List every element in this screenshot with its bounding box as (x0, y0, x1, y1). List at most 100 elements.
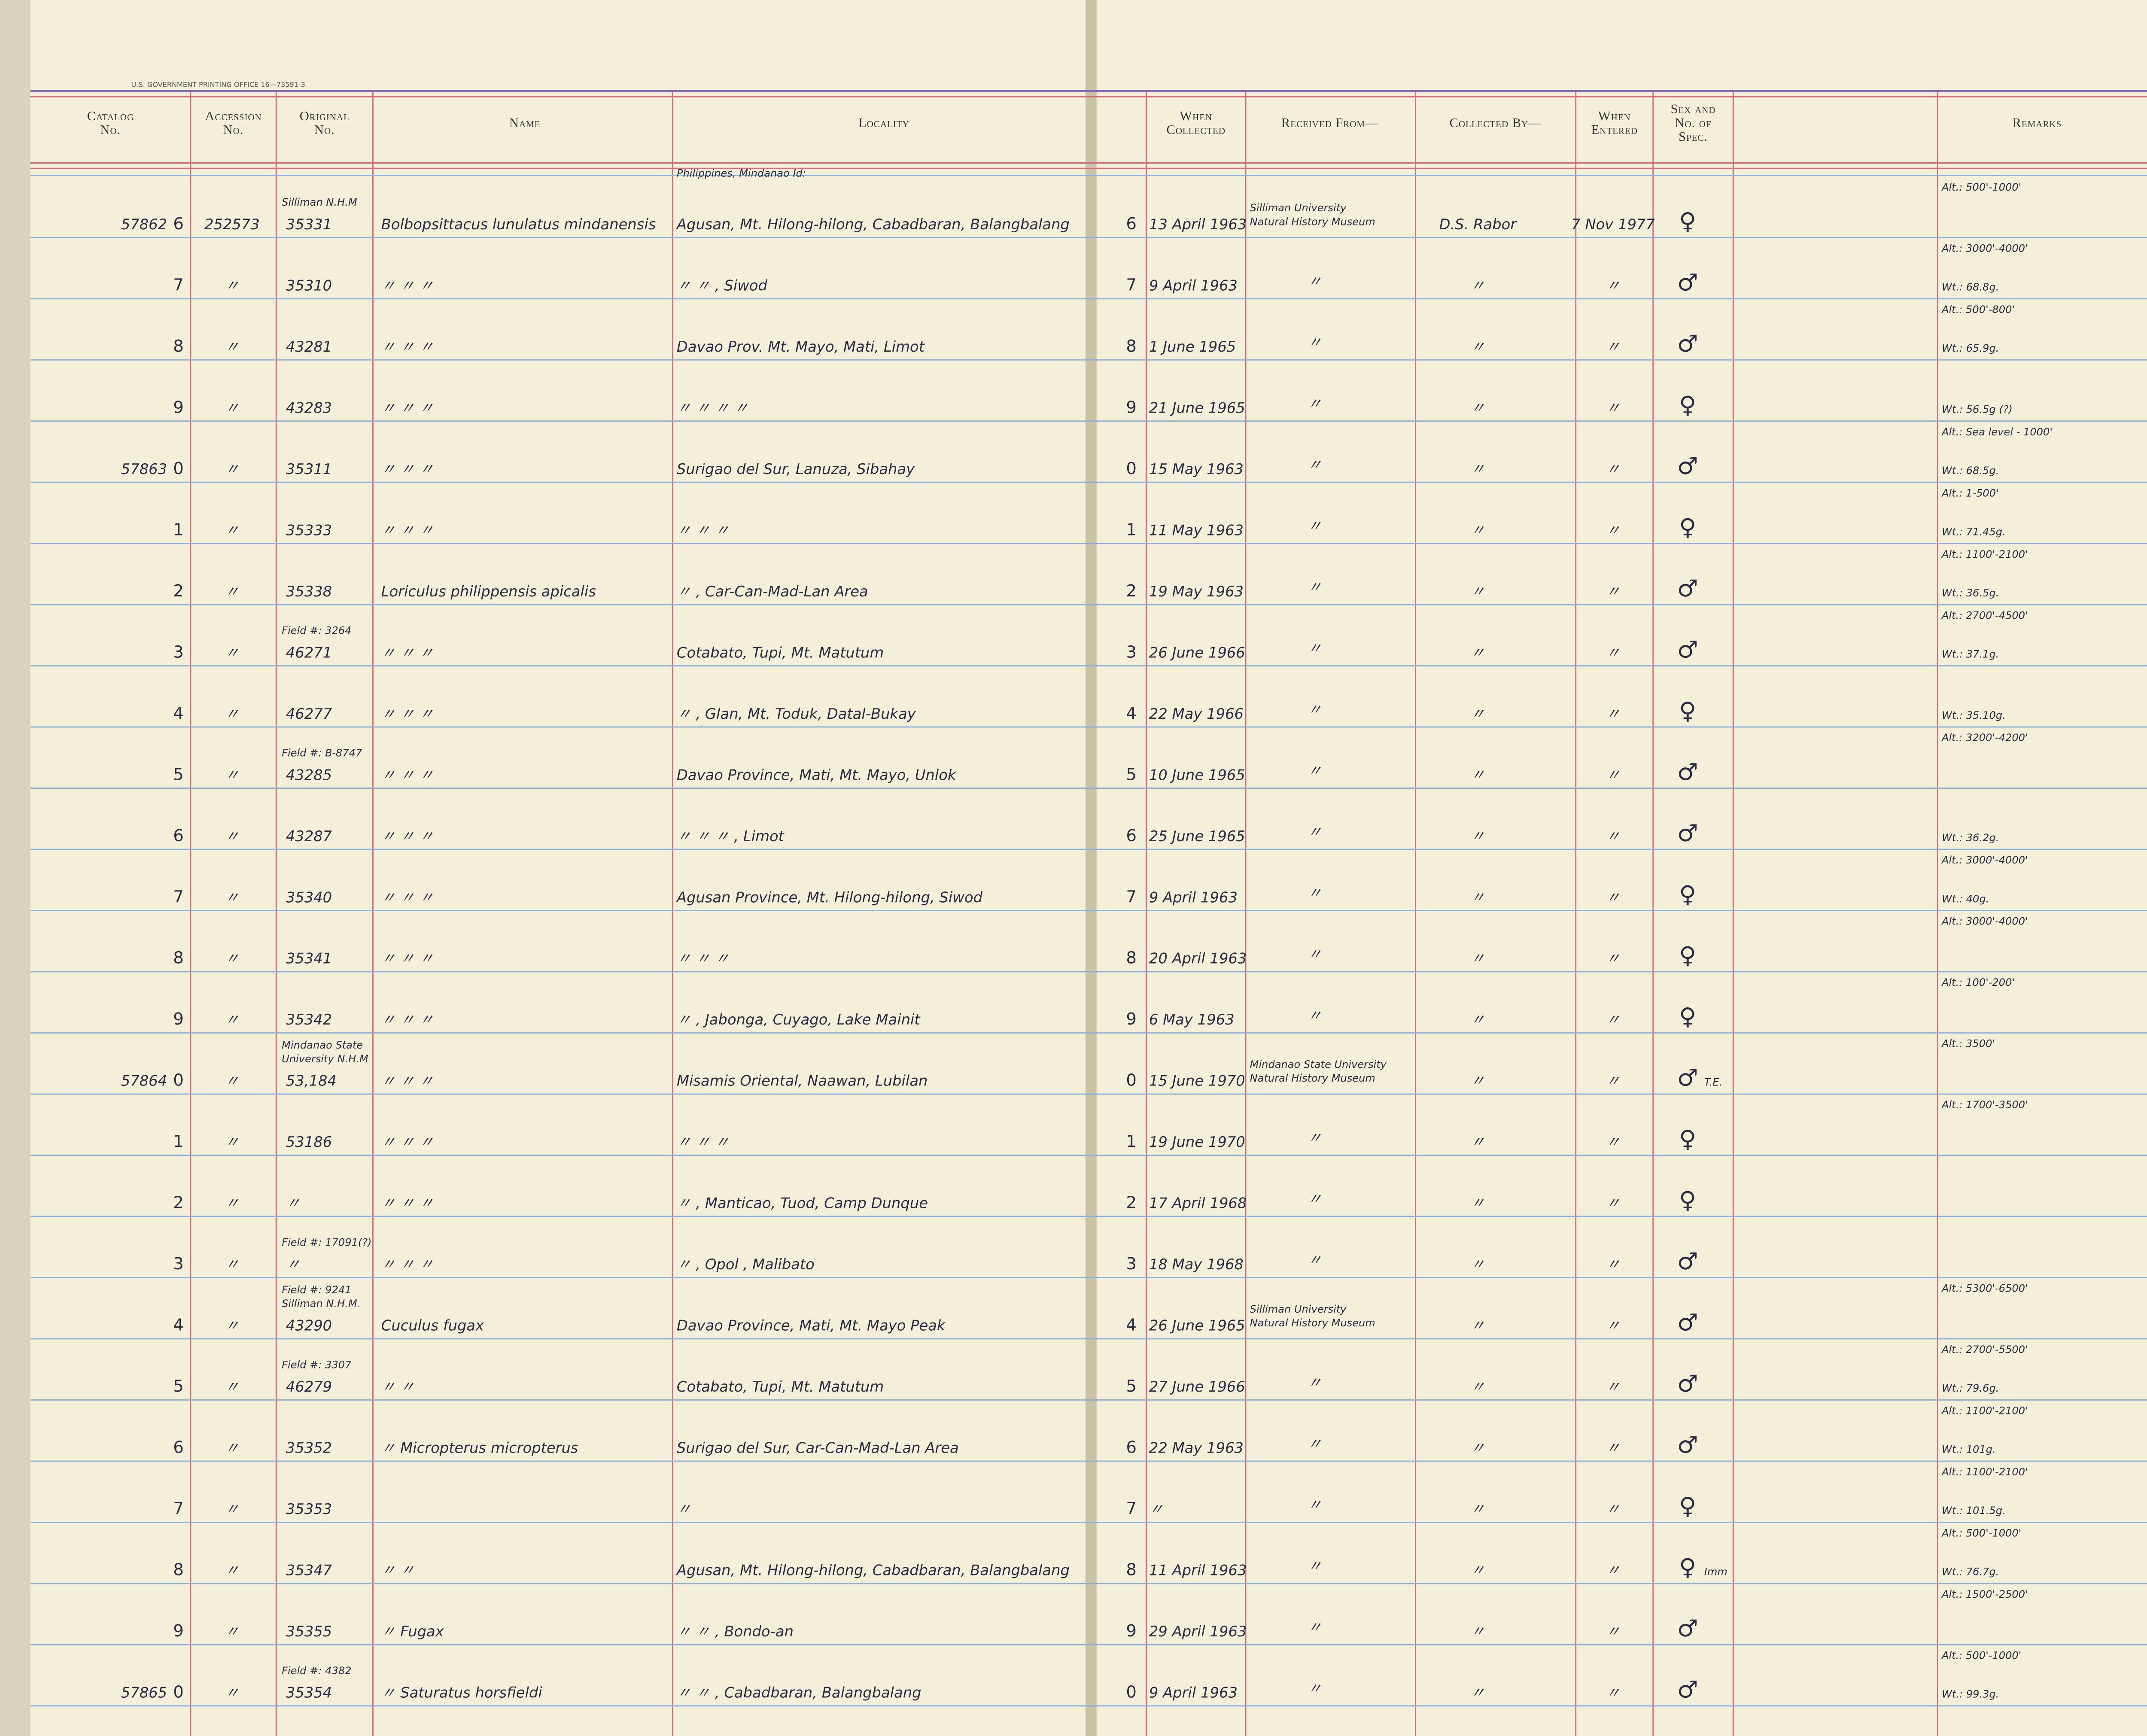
collector: 〃 (1470, 950, 1485, 967)
line-digit: 3 (1126, 642, 1137, 662)
line-digit: 0 (1126, 459, 1137, 478)
catalog-digit: 3 (173, 642, 184, 662)
collector: 〃 (1470, 644, 1485, 661)
line-digit: 9 (1126, 398, 1137, 417)
locality: 〃 , Car-Can-Mad-Lan Area (677, 583, 868, 600)
species-name: 〃 〃 〃 (381, 705, 434, 722)
received-from: 〃 (1308, 1496, 1322, 1513)
date-entered: 〃 (1606, 1195, 1621, 1212)
sex: ♂ (1677, 1247, 1698, 1275)
species-name: 〃 〃 〃 (381, 399, 434, 416)
date-collected: 6 May 1963 (1149, 1011, 1235, 1028)
accession-number: 〃 (225, 1317, 239, 1334)
page-fold (1085, 0, 1097, 1736)
species-name: 〃 〃 〃 (381, 1256, 434, 1273)
catalog-digit: 2 (173, 1193, 184, 1213)
received-from: Natural History Museum (1250, 1072, 1375, 1084)
catalog-digit: 7 (173, 275, 184, 295)
line-digit: 0 (1126, 1683, 1137, 1702)
weight: Wt.: 76.7g. (1942, 1566, 1999, 1578)
column-header: No. of (1675, 116, 1711, 130)
date-entered: 〃 (1606, 277, 1621, 294)
original-number: 46271 (286, 644, 332, 661)
collector: 〃 (1470, 1440, 1485, 1456)
sex: ♂ (1677, 575, 1698, 602)
sex: ♂ (1677, 1370, 1698, 1397)
column-header: Locality (858, 116, 909, 130)
sex: ♂ (1677, 635, 1698, 663)
line-digit: 4 (1126, 1316, 1137, 1335)
original-number: 35342 (286, 1011, 332, 1028)
sex: ♂ (1677, 1064, 1698, 1091)
date-collected: 20 April 1963 (1149, 950, 1247, 967)
accession-number: 252573 (204, 216, 260, 233)
species-name: 〃 〃 〃 (381, 1073, 434, 1089)
accession-number: 〃 (225, 1195, 239, 1212)
left-edge (0, 0, 30, 1736)
locality: 〃 , Jabonga, Cuyago, Lake Mainit (677, 1011, 921, 1028)
sex-note: Imm (1704, 1566, 1727, 1578)
locality: Surigao del Sur, Car-Can-Mad-Lan Area (677, 1440, 959, 1456)
column-header: Collected (1166, 122, 1226, 137)
accession-number: 〃 (225, 644, 239, 661)
species-name: 〃 〃 〃 (381, 950, 434, 967)
line-digit: 7 (1126, 275, 1137, 295)
catalog-digit: 4 (173, 1316, 184, 1335)
weight: Wt.: 68.5g. (1942, 465, 1999, 477)
catalog-digit: 9 (173, 1621, 184, 1641)
weight: Wt.: 37.1g. (1942, 648, 1999, 660)
catalog-number: 57865 (121, 1684, 167, 1701)
weight: Wt.: 35.10g. (1942, 709, 2006, 721)
date-collected: 15 May 1963 (1149, 461, 1244, 477)
received-from: 〃 (1308, 640, 1322, 657)
catalog-digit: 0 (173, 1683, 184, 1702)
line-digit: 2 (1126, 1193, 1137, 1213)
locality: 〃 , Manticao, Tuod, Camp Dunque (677, 1195, 928, 1212)
accession-number: 〃 (225, 705, 239, 722)
catalog-digit: 1 (173, 520, 184, 539)
date-collected: 19 May 1963 (1149, 583, 1244, 600)
date-collected: 22 May 1963 (1149, 1440, 1244, 1456)
accession-number: 〃 (225, 889, 239, 906)
column-header: No. (314, 122, 335, 137)
species-name: 〃 〃 (381, 1562, 415, 1579)
column-header: Accession (205, 109, 262, 123)
species-name: 〃 〃 〃 (381, 277, 434, 294)
sex: ♀ (1679, 1003, 1696, 1030)
received-from: 〃 (1308, 456, 1322, 473)
species-name: 〃 〃 (381, 1378, 415, 1395)
sex: ♂ (1677, 758, 1698, 785)
date-collected: 9 April 1963 (1149, 277, 1238, 294)
line-digit: 8 (1126, 949, 1137, 968)
catalog-digit: 9 (173, 1009, 184, 1029)
original-number: 43290 (286, 1317, 332, 1334)
weight: Wt.: 36.5g. (1942, 587, 1999, 599)
date-collected: 9 April 1963 (1149, 1684, 1238, 1701)
collector: 〃 (1470, 1195, 1485, 1212)
sex: ♀ (1679, 1125, 1696, 1152)
column-header: When (1180, 109, 1212, 123)
sex: ♂ (1677, 1676, 1698, 1703)
date-entered: 〃 (1606, 1684, 1621, 1701)
date-entered: 〃 (1606, 766, 1621, 783)
original-number: 35331 (286, 216, 332, 233)
altitude: Alt.: 3200'-4200' (1941, 732, 2028, 744)
altitude: Alt.: 100'-200' (1941, 976, 2015, 988)
date-collected: 10 June 1965 (1149, 766, 1245, 783)
altitude: Alt.: 3000'-4000' (1941, 854, 2028, 866)
weight: Wt.: 101g. (1942, 1444, 1996, 1456)
species-name: 〃 〃 〃 (381, 766, 434, 783)
locality: 〃 〃 〃 〃 (677, 399, 748, 416)
received-from: 〃 (1308, 1374, 1322, 1391)
line-digit: 9 (1126, 1621, 1137, 1641)
original-number: 35310 (286, 277, 332, 294)
catalog-digit: 3 (173, 1254, 184, 1274)
column-header: When (1598, 109, 1631, 123)
catalog-number: 57862 (121, 216, 167, 233)
catalog-digit: 7 (173, 1499, 184, 1518)
collector: 〃 (1470, 705, 1485, 722)
altitude: Alt.: 2700'-5500' (1941, 1344, 2028, 1356)
catalog-digit: 7 (173, 887, 184, 906)
line-digit: 5 (1126, 765, 1137, 784)
sex: ♀ (1679, 697, 1696, 724)
